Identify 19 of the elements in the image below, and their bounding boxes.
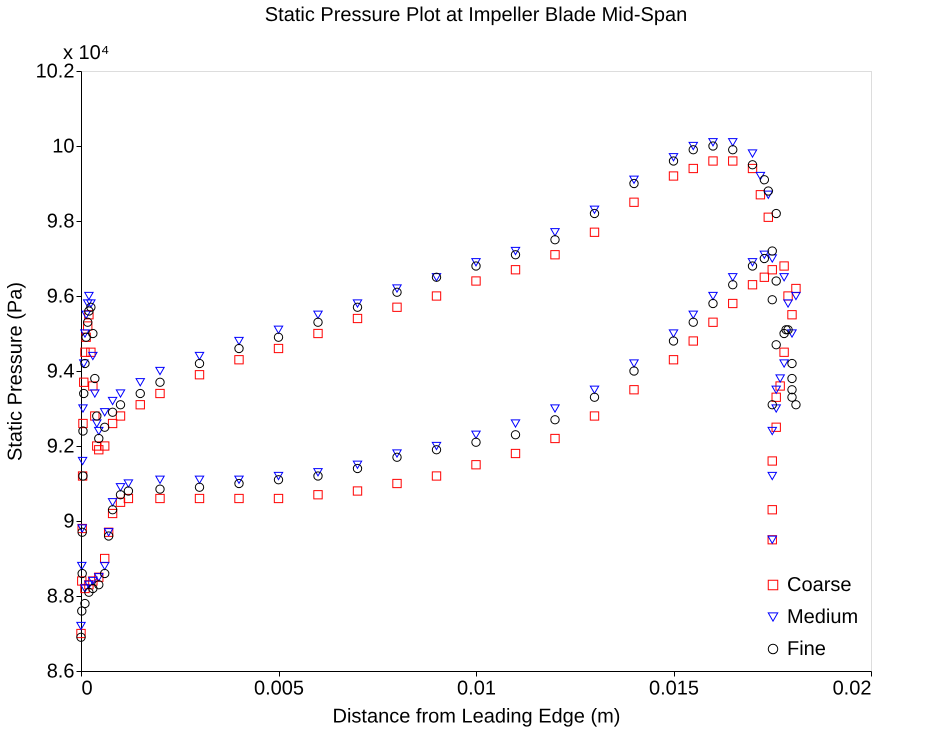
legend-label: Coarse bbox=[787, 574, 852, 596]
y-tick-label: 9.2 bbox=[46, 436, 74, 458]
x-tick-label: 0.01 bbox=[457, 678, 496, 700]
chart-title: Static Pressure Plot at Impeller Blade Mid-Span bbox=[264, 4, 688, 26]
y-tick-label: 10 bbox=[52, 136, 74, 158]
y-tick-label: 9.6 bbox=[46, 286, 74, 308]
y-axis-title: Static Pressure (Pa) bbox=[4, 282, 27, 461]
x-tick-label: 0.015 bbox=[648, 678, 700, 700]
y-tick-label: 9.8 bbox=[46, 210, 74, 232]
y-tick-label: 9.4 bbox=[46, 360, 74, 382]
y-tick-label: 9 bbox=[63, 510, 74, 532]
y-tick-label: 8.8 bbox=[46, 586, 74, 608]
x-tick-label: 0.005 bbox=[254, 678, 304, 700]
legend-label: Fine bbox=[787, 638, 826, 660]
y-tick-label: 8.6 bbox=[46, 660, 74, 682]
x-tick-label: 0.02 bbox=[832, 678, 872, 700]
x-axis-title: Distance from Leading Edge (m) bbox=[332, 706, 620, 728]
legend-label: Medium bbox=[787, 606, 858, 628]
x-tick-label: 0 bbox=[82, 678, 93, 700]
